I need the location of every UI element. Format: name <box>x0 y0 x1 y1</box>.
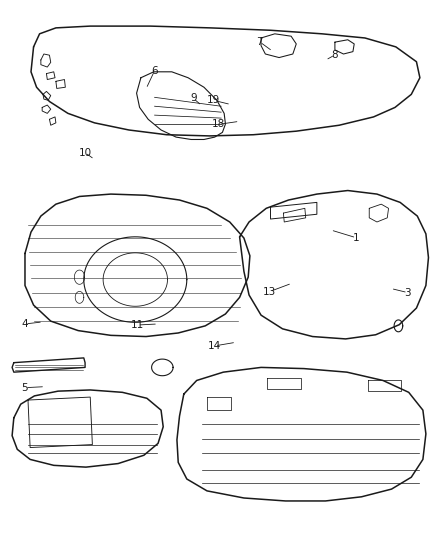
Text: 6: 6 <box>151 66 158 76</box>
Text: 7: 7 <box>257 37 263 47</box>
Text: 13: 13 <box>263 287 276 296</box>
Text: 14: 14 <box>208 341 221 351</box>
Text: 10: 10 <box>78 148 92 158</box>
Text: 19: 19 <box>207 95 220 106</box>
Text: 18: 18 <box>212 119 225 130</box>
Text: 3: 3 <box>405 288 411 297</box>
Text: 5: 5 <box>21 383 28 393</box>
Text: 4: 4 <box>21 319 28 329</box>
Text: 11: 11 <box>131 320 144 330</box>
Text: 9: 9 <box>190 93 197 103</box>
Text: 8: 8 <box>332 50 338 60</box>
Text: 1: 1 <box>353 233 360 243</box>
